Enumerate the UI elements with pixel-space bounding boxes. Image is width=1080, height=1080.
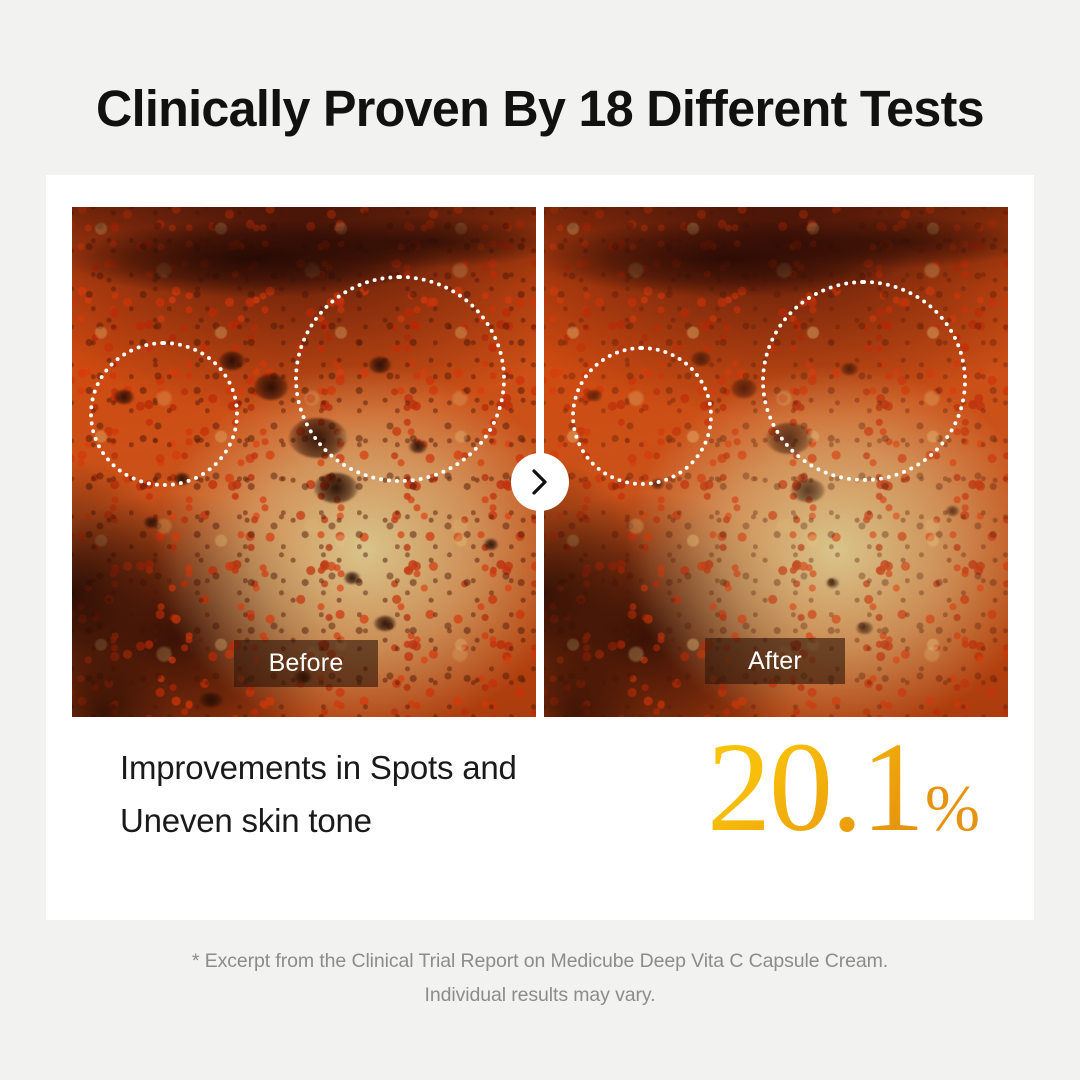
footnote-line-2: Individual results may vary. (424, 984, 656, 1007)
before-image-pane: Before (72, 207, 536, 717)
after-badge: After (705, 638, 845, 684)
marker-circle-large-before (293, 274, 506, 483)
result-card: Before (46, 175, 1034, 920)
result-description-line-2: Uneven skin tone (120, 802, 372, 840)
skin-photo-before (72, 207, 536, 717)
before-after-comparison: Before (72, 207, 1008, 717)
footnote-line-1: * Excerpt from the Clinical Trial Report… (191, 950, 889, 972)
page-title: Clinically Proven By 18 Different Tests (96, 80, 985, 137)
footnote: * Excerpt from the Clinical Trial Report… (0, 944, 1080, 1013)
marker-circle-small-after (570, 346, 713, 487)
marker-circle-small-before (88, 340, 239, 487)
result-value: 20.1 (707, 716, 925, 858)
result-statistic: 20.1 % (707, 723, 980, 851)
result-row: Improvements in Spots and Uneven skin to… (72, 723, 1008, 891)
before-badge-label: Before (268, 649, 344, 677)
before-badge: Before (234, 640, 378, 687)
result-unit: % (925, 772, 980, 845)
result-description: Improvements in Spots and Uneven skin to… (120, 741, 680, 848)
skin-photo-after (544, 207, 1008, 717)
chevron-right-icon[interactable] (511, 453, 569, 511)
result-description-line-1: Improvements in Spots and (120, 749, 517, 786)
after-badge-label: After (748, 646, 802, 675)
marker-circle-large-after (760, 280, 967, 483)
after-image-pane: After (544, 207, 1008, 717)
